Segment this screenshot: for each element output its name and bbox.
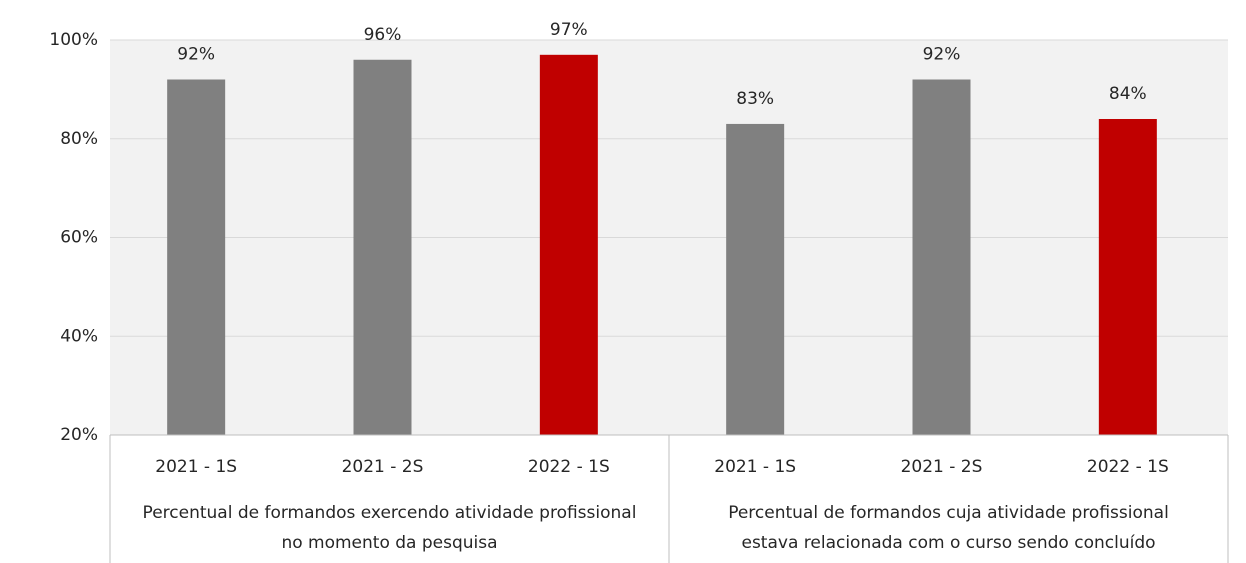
bar: [726, 123, 785, 435]
x-tick-label: 2022 - 1S: [1087, 457, 1169, 477]
value-label: 96%: [364, 25, 402, 45]
bar: [912, 79, 971, 435]
group-label: no momento da pesquisa: [281, 533, 497, 553]
y-tick-label: 80%: [60, 129, 98, 149]
y-tick-label: 100%: [49, 30, 98, 50]
value-label: 84%: [1109, 84, 1147, 104]
value-label: 92%: [177, 45, 215, 65]
x-tick-label: 2022 - 1S: [528, 457, 610, 477]
bar: [353, 59, 412, 435]
x-tick-label: 2021 - 2S: [901, 457, 983, 477]
bar: [1098, 119, 1157, 435]
value-label: 97%: [550, 20, 588, 40]
y-tick-label: 40%: [60, 326, 98, 346]
value-label: 83%: [736, 89, 774, 109]
value-label: 92%: [923, 45, 961, 65]
bar: [167, 79, 226, 435]
group-label: estava relacionada com o curso sendo con…: [741, 533, 1155, 553]
x-tick-label: 2021 - 2S: [342, 457, 424, 477]
y-tick-label: 60%: [60, 228, 98, 248]
group-label: Percentual de formandos cuja atividade p…: [728, 503, 1169, 523]
y-tick-label: 20%: [60, 425, 98, 445]
group-label: Percentual de formandos exercendo ativid…: [143, 503, 637, 523]
x-tick-label: 2021 - 1S: [155, 457, 237, 477]
x-tick-label: 2021 - 1S: [714, 457, 796, 477]
bar: [539, 54, 598, 435]
